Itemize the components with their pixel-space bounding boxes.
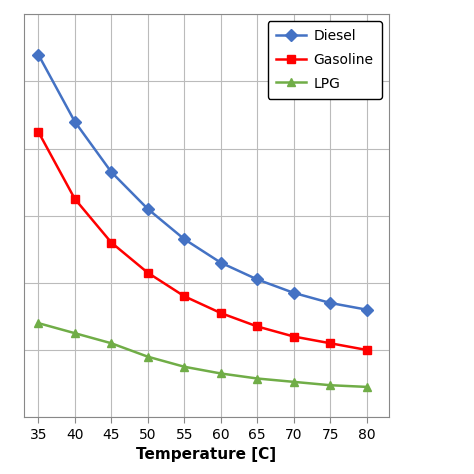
Line: Diesel: Diesel [34, 50, 371, 314]
Diesel [36, 52, 41, 57]
Gasoline [255, 324, 260, 329]
LPG [255, 376, 260, 382]
Gasoline [182, 293, 187, 299]
Gasoline [364, 347, 370, 353]
LPG [72, 330, 78, 336]
LPG [218, 371, 224, 376]
LPG [145, 354, 151, 360]
LPG [36, 320, 41, 326]
Diesel [255, 277, 260, 283]
LPG [182, 364, 187, 370]
Diesel [291, 290, 297, 296]
LPG [364, 384, 370, 390]
Line: LPG: LPG [34, 319, 371, 391]
Gasoline [218, 310, 224, 316]
Diesel [364, 307, 370, 312]
Gasoline [109, 240, 114, 246]
Gasoline [145, 270, 151, 275]
X-axis label: Temperature [C]: Temperature [C] [136, 447, 276, 462]
Diesel [145, 206, 151, 212]
LPG [328, 383, 333, 388]
Diesel [182, 237, 187, 242]
Gasoline [72, 196, 78, 202]
LPG [109, 340, 114, 346]
Diesel [218, 260, 224, 265]
LPG [291, 379, 297, 385]
Diesel [109, 169, 114, 175]
Diesel [328, 300, 333, 306]
Diesel [72, 119, 78, 125]
Gasoline [291, 334, 297, 339]
Gasoline [36, 129, 41, 135]
Line: Gasoline: Gasoline [34, 128, 371, 354]
Legend: Diesel, Gasoline, LPG: Diesel, Gasoline, LPG [267, 21, 382, 99]
Gasoline [328, 340, 333, 346]
